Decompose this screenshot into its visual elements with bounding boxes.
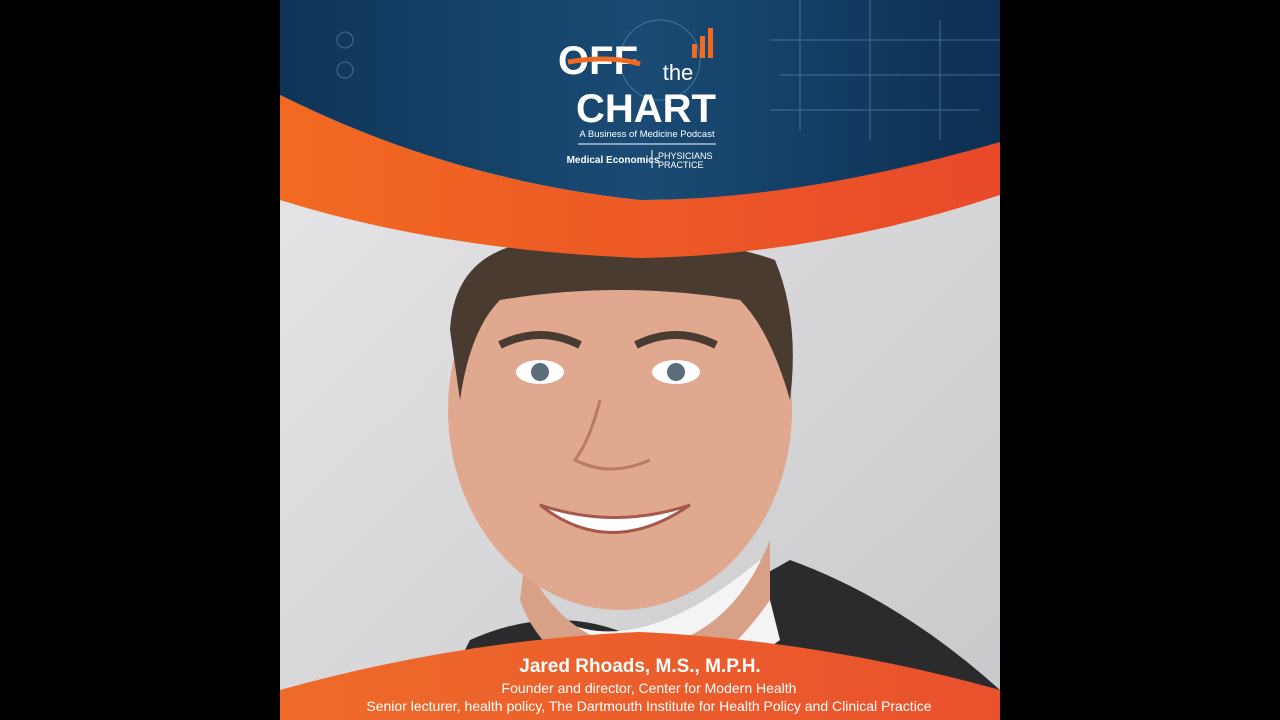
logo: OFF the CHART A Business of Medicine Pod… bbox=[558, 28, 716, 170]
partner-logo: PHYSICIANS bbox=[658, 151, 713, 161]
logo-tagline: A Business of Medicine Podcast bbox=[579, 129, 715, 140]
footer-band bbox=[280, 632, 1000, 720]
partner-logo: Medical Economics bbox=[567, 155, 660, 166]
header-wave bbox=[280, 95, 1000, 258]
logo-word: the bbox=[663, 60, 694, 85]
guest-role: Senior lecturer, health policy, The Dart… bbox=[366, 698, 931, 714]
partner-logo: PRACTICE bbox=[658, 160, 704, 170]
cover-art: OFF the CHART A Business of Medicine Pod… bbox=[280, 0, 1000, 720]
header-banner bbox=[280, 0, 1000, 200]
guest-name: Jared Rhoads, M.S., M.P.H. bbox=[519, 656, 760, 677]
guest-role: Founder and director, Center for Modern … bbox=[502, 680, 797, 696]
logo-word: CHART bbox=[576, 87, 716, 131]
